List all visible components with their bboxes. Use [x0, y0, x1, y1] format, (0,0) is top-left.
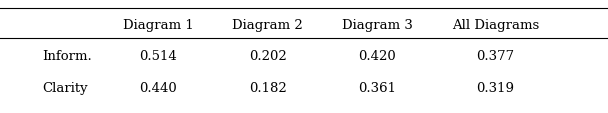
Text: 0.319: 0.319: [477, 82, 514, 95]
Text: Diagram 1: Diagram 1: [123, 18, 193, 31]
Text: 0.440: 0.440: [139, 82, 177, 95]
Text: Diagram 2: Diagram 2: [232, 18, 303, 31]
Text: Diagram 3: Diagram 3: [342, 18, 412, 31]
Text: 0.514: 0.514: [139, 50, 177, 63]
Text: All Diagrams: All Diagrams: [452, 18, 539, 31]
Text: 0.202: 0.202: [249, 50, 286, 63]
Text: 0.420: 0.420: [358, 50, 396, 63]
Text: Clarity: Clarity: [43, 82, 88, 95]
Text: Inform.: Inform.: [43, 50, 92, 63]
Text: 0.182: 0.182: [249, 82, 286, 95]
Text: 0.377: 0.377: [477, 50, 514, 63]
Text: 0.361: 0.361: [358, 82, 396, 95]
